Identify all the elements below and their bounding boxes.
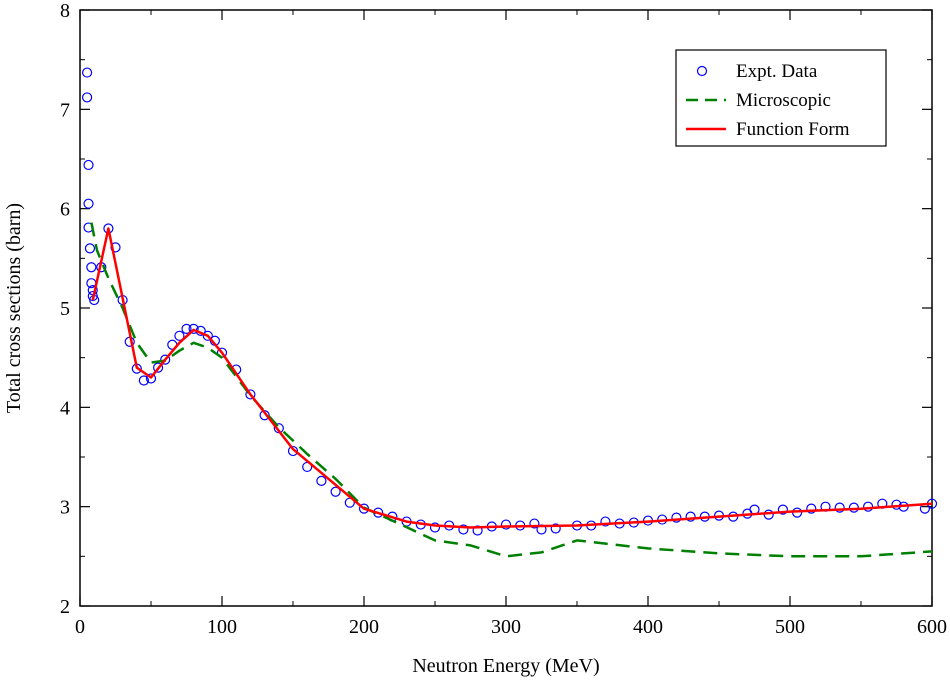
data-point	[81, 67, 93, 78]
data-point	[287, 445, 299, 457]
data-point	[529, 518, 540, 529]
y-tick-label: 7	[60, 99, 70, 121]
data-point	[550, 523, 561, 534]
legend: Expt. Data Microscopic Function Form	[675, 49, 887, 147]
y-tick-label: 6	[60, 199, 70, 221]
data-point	[188, 323, 199, 334]
series-function-form	[91, 227, 933, 529]
data-point	[174, 330, 185, 341]
data-point	[685, 511, 696, 522]
data-point	[81, 92, 93, 103]
y-tick-label: 4	[60, 397, 70, 419]
y-tick-label: 3	[60, 497, 70, 519]
data-point	[330, 486, 341, 497]
legend-label: Microscopic	[736, 90, 831, 111]
data-point	[763, 509, 774, 520]
x-tick-label: 0	[75, 616, 85, 638]
data-point	[458, 524, 469, 535]
x-tick-label: 200	[349, 616, 379, 638]
legend-label: Expt. Data	[736, 61, 818, 82]
data-point	[500, 519, 512, 530]
data-point	[472, 525, 483, 536]
data-point	[806, 503, 817, 514]
data-point	[83, 159, 94, 171]
data-point	[202, 330, 213, 341]
data-point	[834, 502, 845, 513]
series-layer	[81, 67, 938, 558]
y-tick-label: 5	[60, 298, 70, 320]
data-point	[160, 354, 171, 365]
data-point	[777, 504, 789, 515]
x-tick-label: 300	[491, 616, 521, 638]
data-point	[181, 323, 192, 334]
data-point	[245, 389, 256, 400]
x-tick-label: 600	[917, 616, 947, 638]
data-point	[138, 375, 149, 386]
x-tick-label: 400	[633, 616, 663, 638]
axis-tick-labels: 0 100 200 300 400 500 600 2 3 4 5 6 7 8	[60, 0, 947, 638]
y-axis-label: Total cross sections (barn)	[3, 203, 25, 413]
data-point	[671, 512, 682, 523]
data-point	[86, 262, 97, 273]
x-tick-label: 500	[775, 616, 805, 638]
x-axis-label: Neutron Energy (MeV)	[412, 655, 599, 677]
legend-marker	[696, 65, 708, 77]
series-line	[90, 222, 933, 558]
data-point	[600, 516, 611, 527]
x-tick-label: 100	[207, 616, 237, 638]
data-point	[316, 475, 327, 486]
data-point	[84, 243, 96, 254]
series-line	[91, 227, 933, 529]
axis-ticks	[79, 9, 933, 607]
y-tick-label: 8	[60, 0, 70, 22]
series-microscopic	[90, 222, 933, 558]
y-tick-label: 2	[60, 596, 70, 618]
data-point	[429, 522, 441, 533]
legend-label: Function Form	[736, 119, 850, 140]
data-point	[153, 362, 164, 373]
data-point	[83, 198, 94, 209]
data-point	[862, 501, 874, 512]
data-point	[145, 373, 157, 384]
